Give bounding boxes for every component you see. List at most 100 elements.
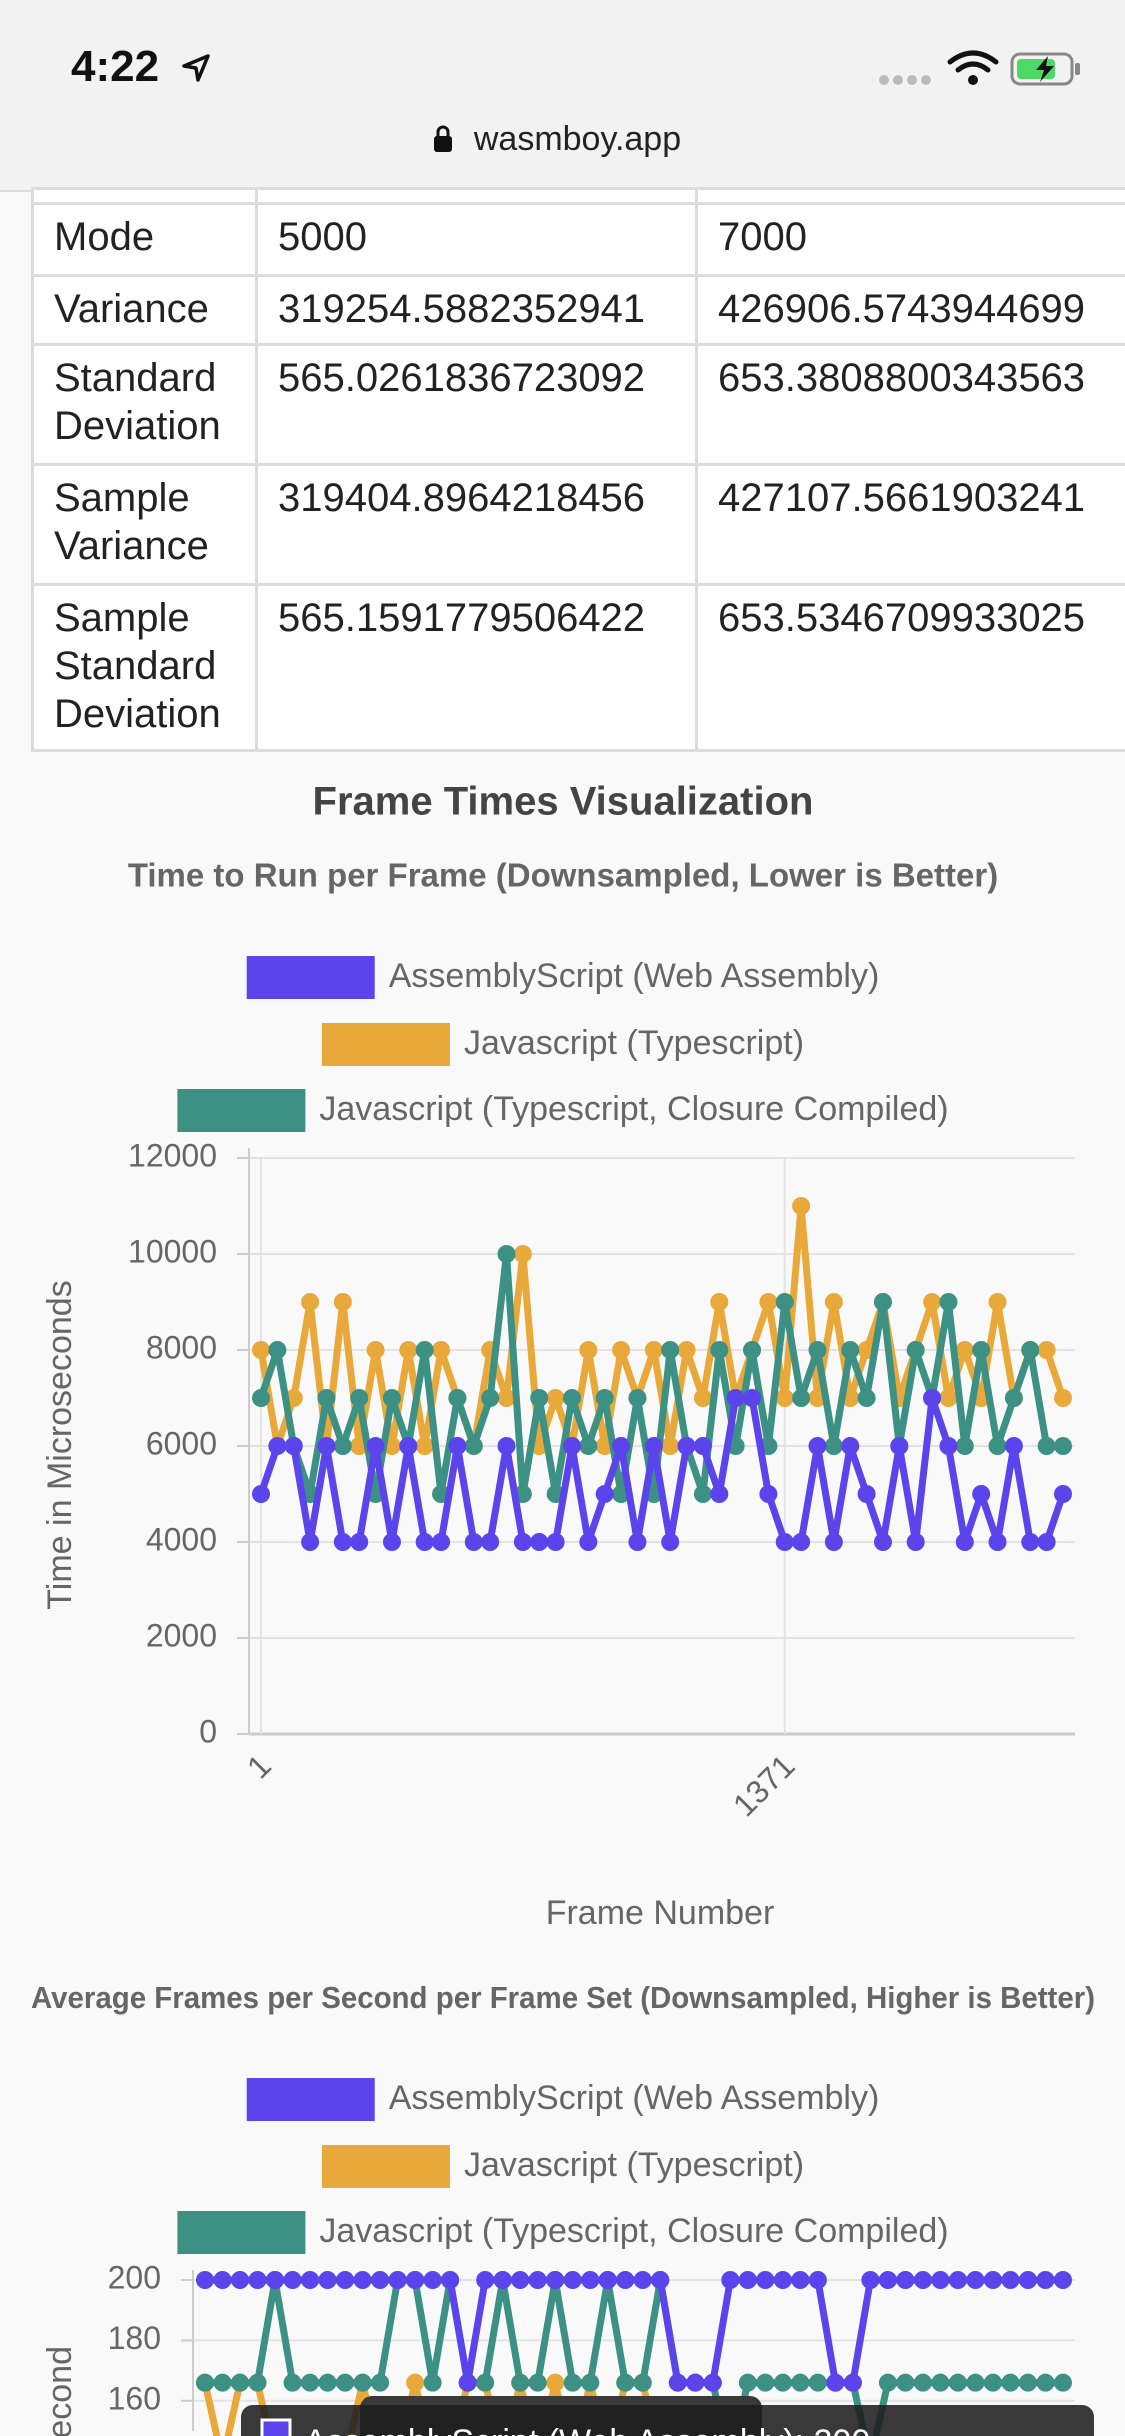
point [738, 2271, 757, 2289]
point [966, 2271, 985, 2289]
point [1037, 1533, 1056, 1551]
point [1036, 2373, 1055, 2392]
table-cell: 5000 [255, 202, 698, 277]
table-row: Sample Variance 319404.8964218456 427107.5… [31, 463, 1125, 586]
point [301, 2373, 320, 2392]
point [333, 1437, 352, 1455]
point [464, 1533, 483, 1551]
legend-swatch [246, 2078, 375, 2121]
point [399, 1437, 418, 1455]
row-label: Variance [31, 274, 258, 346]
point [923, 1293, 942, 1311]
point [939, 1389, 958, 1407]
point [923, 1389, 942, 1407]
point [861, 2271, 880, 2289]
point [792, 1389, 811, 1407]
point [371, 2373, 390, 2392]
point [388, 2271, 407, 2289]
point [693, 1437, 712, 1455]
point [808, 1437, 827, 1455]
table-cell: 565.1591779506422 [255, 583, 698, 752]
point [406, 2373, 425, 2392]
table-cell: 427107.5661903241 [695, 463, 1125, 586]
legend-label: Javascript (Typescript) [464, 2146, 804, 2184]
point [581, 2373, 600, 2392]
point [213, 2373, 232, 2392]
point [1036, 2271, 1055, 2289]
point [423, 2373, 442, 2392]
point [382, 1533, 401, 1551]
series-line [257, 1394, 1067, 1546]
point [579, 1533, 598, 1551]
point [497, 1389, 516, 1407]
point [579, 1437, 598, 1455]
point [896, 2373, 915, 2392]
point [513, 1245, 532, 1263]
point [710, 1485, 729, 1503]
y-tick-label: 160 [108, 2380, 161, 2416]
point [906, 1533, 925, 1551]
point [415, 1437, 434, 1455]
point [633, 2271, 652, 2289]
point [616, 2373, 635, 2392]
point [775, 1389, 794, 1407]
row-label: Sample Variance [31, 463, 258, 586]
point [432, 1533, 451, 1551]
y-axis-title: Time in Microseconds [41, 1280, 79, 1609]
point [266, 2271, 285, 2289]
y-tick-label: 200 [108, 2259, 161, 2295]
point [792, 1533, 811, 1551]
point [415, 1341, 434, 1359]
point [1004, 1389, 1023, 1407]
url[interactable]: wasmboy.app [0, 120, 1125, 159]
point [616, 2271, 635, 2289]
legend-swatch [177, 1089, 306, 1132]
row-label: Sample Standard Deviation [31, 583, 258, 752]
legend-swatch [321, 2145, 450, 2188]
point [890, 1437, 909, 1455]
point [1054, 1389, 1072, 1407]
legend-label: AssemblyScript (Web Assembly) [389, 2079, 880, 2117]
table-cell: 319254.5882352941 [255, 274, 698, 346]
point [873, 1533, 892, 1551]
x-tick-label: 1371 [726, 1747, 802, 1823]
point [301, 2271, 320, 2289]
point [955, 1437, 974, 1455]
chart: Average Frames per Second per Frame Set … [31, 1980, 1095, 2436]
table-row: Sample Standard Deviation 565.15917795064… [31, 583, 1125, 752]
point [318, 2271, 337, 2289]
point [562, 1437, 581, 1455]
browser-header: 4:22 wasmboy.app [0, 0, 1125, 192]
table-row: Standard Deviation 565.0261836723092 653.3… [31, 343, 1125, 466]
legend-label: Javascript (Typescript, Closure Compiled… [319, 1090, 948, 1128]
point [406, 2271, 425, 2289]
url-text[interactable]: wasmboy.app [473, 120, 682, 158]
point [336, 2271, 355, 2289]
legend-label: Javascript (Typescript) [464, 1024, 804, 1062]
point [196, 2271, 214, 2289]
point [972, 1485, 991, 1503]
point [726, 1389, 745, 1407]
table-cell: 565.0261836723092 [255, 343, 698, 466]
legend-swatch [246, 956, 375, 999]
point [497, 1437, 516, 1455]
point [841, 1437, 860, 1455]
point [353, 2373, 372, 2392]
point [896, 2271, 915, 2289]
point [528, 2271, 547, 2289]
table-cell: 426906.5743944699 [695, 274, 1125, 346]
table: Mode 5000 7000 Variance 319254.5882352941 426… [31, 187, 1125, 752]
legend-label: AssemblyScript (Web Assembly) [389, 957, 880, 995]
point [1021, 1533, 1040, 1551]
point [371, 2271, 390, 2289]
point [595, 1485, 614, 1503]
point [826, 2373, 845, 2392]
point [628, 1389, 647, 1407]
point [581, 2271, 600, 2289]
point [939, 1437, 958, 1455]
point [966, 2373, 985, 2392]
point [283, 2271, 302, 2289]
point [857, 1485, 876, 1503]
point [955, 1341, 974, 1359]
